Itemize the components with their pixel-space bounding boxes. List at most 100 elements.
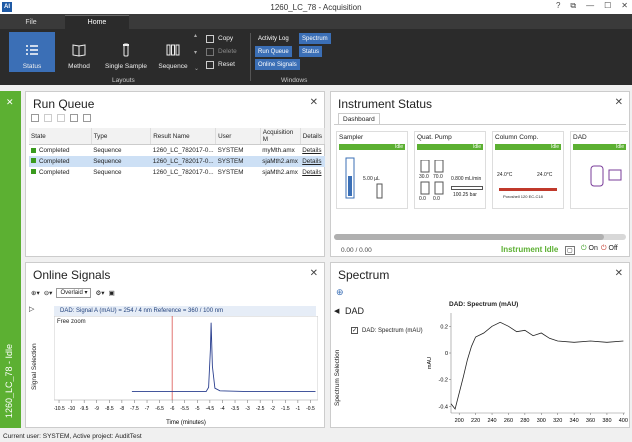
- col-type[interactable]: Type: [91, 128, 152, 145]
- maximize-icon[interactable]: ☐: [604, 1, 612, 10]
- solvent-bottles-icon: [420, 160, 444, 195]
- checkbox-label: DAD: Spectrum (mAU): [362, 327, 423, 334]
- col-acq-method[interactable]: Acquisition M: [260, 128, 301, 145]
- delete-icon[interactable]: [44, 114, 52, 122]
- gallery-scroll[interactable]: ▴ ▾ ⌄: [194, 32, 200, 72]
- spectrum-selection-label[interactable]: Spectrum Selection: [334, 349, 341, 407]
- minimize-icon[interactable]: —: [586, 1, 595, 10]
- dad-heading: DAD: [345, 306, 365, 316]
- col-state[interactable]: State: [29, 128, 92, 145]
- standby-icon[interactable]: ▢: [565, 246, 575, 255]
- flow-readout: 0.800 mL/min: [451, 176, 482, 182]
- overlay-select[interactable]: Overlaid ▾: [56, 288, 92, 298]
- dad-module[interactable]: DAD Idle: [570, 131, 628, 209]
- spectrum-chart-title: DAD: Spectrum (mAU): [449, 301, 519, 308]
- spectrum-window-button[interactable]: Spectrum: [299, 33, 331, 44]
- queue-icon[interactable]: [70, 114, 78, 122]
- tab-dashboard[interactable]: Dashboard: [338, 113, 380, 124]
- zoom-icon[interactable]: ⊕: [336, 287, 344, 297]
- help-icon[interactable]: ?: [555, 1, 561, 10]
- run-queue-window-button[interactable]: Run Queue: [255, 46, 292, 57]
- details-link[interactable]: Details: [302, 146, 322, 154]
- queue-options-icon[interactable]: [83, 114, 91, 122]
- col-result-name[interactable]: Result Name: [150, 128, 217, 145]
- method-button[interactable]: Method: [60, 32, 98, 72]
- spectrum-checkbox[interactable]: ✓ DAD: Spectrum (mAU): [351, 327, 423, 334]
- copy-icon: [206, 34, 214, 43]
- close-icon[interactable]: ✕: [6, 97, 14, 107]
- x-tick-label: -9: [95, 406, 100, 412]
- col-details[interactable]: Details: [300, 128, 326, 145]
- close-icon[interactable]: ✕: [309, 97, 318, 108]
- on-button[interactable]: ⏻ On: [581, 245, 598, 253]
- x-tick-label: -10.5: [54, 406, 65, 412]
- reset-button[interactable]: Reset: [206, 59, 256, 70]
- vials-icon: [166, 44, 180, 56]
- sampler-module[interactable]: Sampler Idle 5.00 µL: [336, 131, 408, 209]
- temp-right: 24.0°C: [537, 172, 553, 178]
- dashboard-scrollbar[interactable]: [334, 234, 626, 240]
- zoom-out-icon[interactable]: ⊖▾: [43, 290, 53, 297]
- collapse-arrow-icon[interactable]: ◀: [334, 308, 340, 315]
- expand-icon[interactable]: ⌄: [194, 66, 200, 72]
- app-icon: AI: [2, 2, 12, 12]
- delete-button[interactable]: Delete: [206, 46, 256, 57]
- module-name: DAD: [573, 134, 587, 141]
- pause-icon[interactable]: [57, 114, 65, 122]
- x-tick-label: 200: [455, 418, 464, 424]
- tab-home[interactable]: Home: [65, 15, 129, 29]
- x-tick-label: 320: [553, 418, 562, 424]
- signal-selection-label[interactable]: Signal Selection: [31, 343, 38, 391]
- chevron-up-icon[interactable]: ▴: [194, 33, 198, 39]
- chevron-down-icon[interactable]: ▾: [194, 49, 198, 56]
- y-axis-label: mAU: [427, 357, 433, 369]
- close-icon[interactable]: ✕: [309, 268, 318, 279]
- close-icon[interactable]: ✕: [621, 1, 628, 10]
- restore-icon[interactable]: ⧉: [570, 1, 577, 10]
- x-axis-ticks: -10.5 -10 -9.5 -9 -8.5 -8 -7.5 -7 -6.5 -6 -5.5 -5 -4…: [54, 400, 315, 412]
- spectrum-chart[interactable]: 0.2 0 -0.2 -0.4 200 220 240 260 280 300 320 340 360…: [425, 309, 629, 425]
- off-button[interactable]: ⏻ Off: [601, 245, 618, 253]
- activity-log-button[interactable]: Activity Log: [258, 35, 289, 42]
- spectrum-panel: Spectrum ✕ ⊕ ◀ DAD ✓ DAD: Spectrum (mAU)…: [330, 262, 630, 428]
- table-row[interactable]: Completed Sequence 1260_LC_782017-0... S…: [29, 145, 325, 156]
- off-label: Off: [608, 245, 618, 252]
- column-module[interactable]: Column Comp. Idle 24.0°C 24.0°C Poroshel…: [492, 131, 564, 209]
- close-icon[interactable]: ✕: [614, 268, 623, 279]
- details-link[interactable]: Details: [300, 155, 325, 167]
- expand-arrow-icon[interactable]: ▷: [29, 306, 35, 313]
- details-link[interactable]: Details: [302, 168, 322, 176]
- user-cell: SYSTEM: [215, 155, 261, 167]
- online-signals-window-button[interactable]: Online Signals: [255, 59, 300, 70]
- scrollbar-thumb[interactable]: [334, 234, 604, 240]
- x-tick-label: -2.5: [256, 406, 265, 412]
- single-sample-label: Single Sample: [105, 63, 147, 70]
- completed-icon: [31, 169, 36, 175]
- tab-file[interactable]: File: [0, 15, 62, 29]
- x-tick-label: 400: [619, 418, 628, 424]
- zoom-icon[interactable]: ⊕▾: [31, 290, 40, 297]
- module-state: Idle: [573, 144, 626, 150]
- checkbox-checked-icon[interactable]: ✓: [351, 327, 358, 334]
- table-row[interactable]: Completed Sequence 1260_LC_782017-0... S…: [29, 155, 325, 167]
- status-window-button[interactable]: Status: [299, 46, 323, 57]
- copy-button[interactable]: Copy: [206, 33, 256, 44]
- instrument-status-title: Instrument Status: [338, 97, 433, 111]
- stop-icon[interactable]: [31, 114, 39, 122]
- settings-icon[interactable]: ⚙▾: [95, 290, 105, 297]
- col-user[interactable]: User: [215, 128, 261, 145]
- x-tick-label: 220: [471, 418, 480, 424]
- ribbon-tabs: File Home: [0, 14, 632, 29]
- single-sample-button[interactable]: Single Sample: [103, 32, 149, 72]
- y-tick-label: -0.4: [439, 404, 448, 410]
- table-row[interactable]: Completed Sequence 1260_LC_782017-0... S…: [29, 167, 325, 178]
- sequence-button[interactable]: Sequence: [154, 32, 192, 72]
- x-tick-label: -1: [296, 406, 301, 412]
- x-axis-ticks: 200 220 240 260 280 300 320 340 360 380 400: [455, 413, 628, 424]
- close-icon[interactable]: ✕: [614, 97, 623, 108]
- snapshot-icon[interactable]: ▣: [108, 290, 115, 297]
- status-layout-button[interactable]: Status: [9, 32, 55, 72]
- online-signal-chart[interactable]: -10.5 -10 -9.5 -9 -8.5 -8 -7.5 -7 -6.5 -6 -5.5 -5 -4…: [54, 316, 318, 426]
- pump-module[interactable]: Quat. Pump Idle 30.0 70.0 0.0 0.0 0.800 …: [414, 131, 486, 209]
- x-tick-label: -7.5: [130, 406, 139, 412]
